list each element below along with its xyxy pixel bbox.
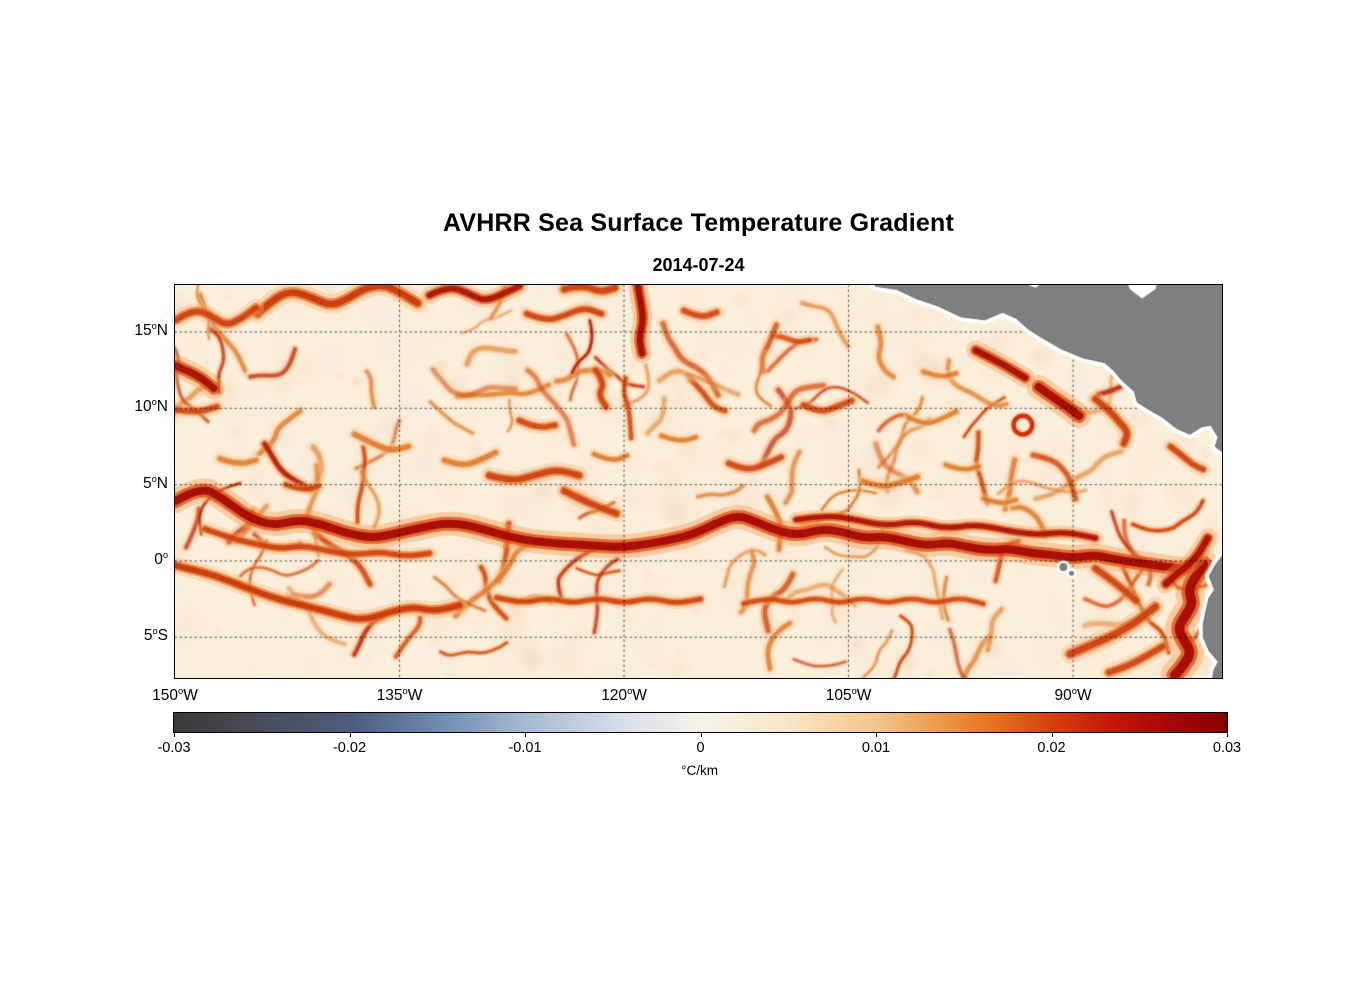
chart-subtitle: 2014-07-24 <box>652 255 745 275</box>
sst-gradient-map-canvas <box>175 285 1222 678</box>
x-tick-label: 150oW <box>152 685 198 704</box>
y-tick-label: 5oN <box>143 473 168 492</box>
colorbar-tick-label: -0.03 <box>157 740 191 756</box>
colorbar-tick-mark <box>174 733 175 737</box>
colorbar <box>173 712 1228 733</box>
x-tick-label: 105oW <box>825 685 872 704</box>
colorbar-tick-mark <box>525 733 526 737</box>
colorbar-tick-label: -0.02 <box>332 740 367 756</box>
colorbar-tick-label: 0 <box>696 740 705 756</box>
x-tick-label: 135oW <box>376 685 423 704</box>
colorbar-tick-mark <box>1227 733 1228 737</box>
colorbar-tick-mark <box>700 733 702 737</box>
y-tick-label: 5oS <box>143 626 168 645</box>
x-tick-label: 90oW <box>1054 685 1092 704</box>
chart-title: AVHRR Sea Surface Temperature Gradient <box>443 209 954 237</box>
y-tick-label: 10oN <box>134 397 168 416</box>
colorbar-tick-label: -0.01 <box>508 740 542 756</box>
colorbar-tick-mark <box>349 733 351 737</box>
plot-area <box>174 284 1223 679</box>
colorbar-tick-mark <box>1051 733 1053 737</box>
x-tick-label: 120oW <box>601 685 647 704</box>
colorbar-tick-label: 0.02 <box>1037 740 1066 756</box>
colorbar-tick-label: 0.03 <box>1212 740 1242 756</box>
y-tick-label: 0o <box>154 549 168 568</box>
colorbar-unit-label: °C/km <box>681 763 718 778</box>
colorbar-tick-label: 0.01 <box>861 740 891 756</box>
y-tick-label: 15oN <box>134 320 168 339</box>
colorbar-tick-mark <box>876 733 877 737</box>
